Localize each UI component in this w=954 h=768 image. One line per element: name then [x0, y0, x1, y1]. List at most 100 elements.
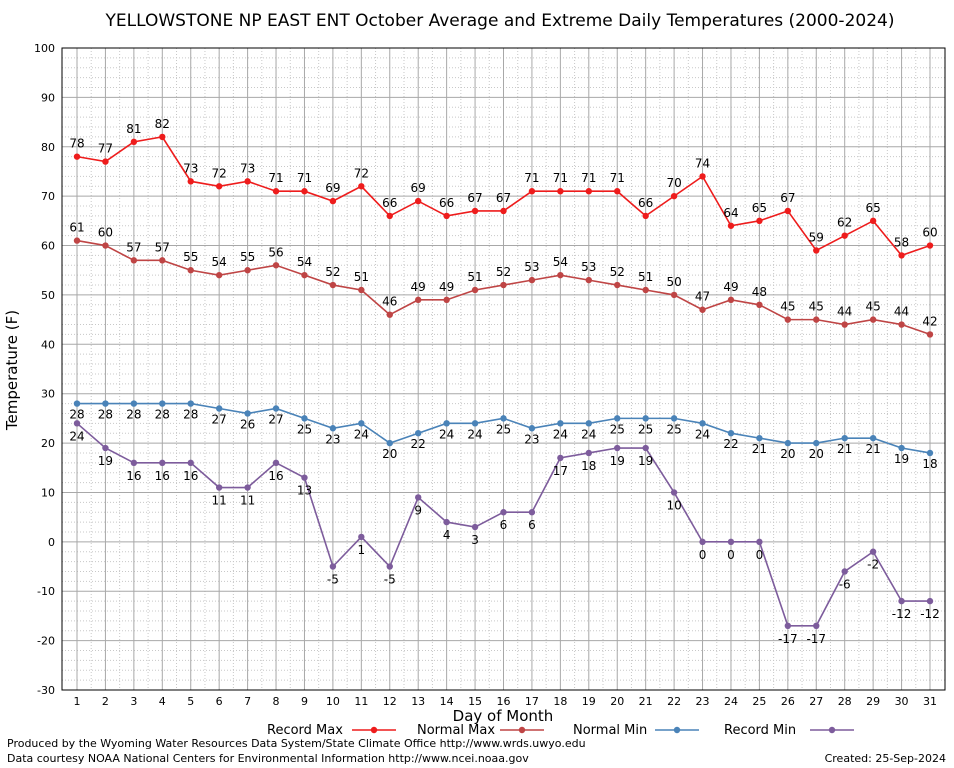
x-tick-label: 13 [411, 695, 425, 708]
data-label-normal-min: 20 [809, 447, 824, 461]
x-tick-label: 21 [639, 695, 653, 708]
point-normal-min [614, 415, 621, 422]
data-label-normal-min: 24 [467, 427, 482, 441]
data-label-record-min: 13 [297, 484, 312, 498]
data-label-normal-min: 21 [865, 442, 880, 456]
point-normal-min [784, 439, 792, 447]
legend: Record Max Normal Max Normal Min Record Min [267, 723, 854, 738]
data-label-record-min: 0 [699, 548, 707, 562]
point-record-min [159, 459, 166, 467]
x-tick-label: 15 [468, 695, 482, 708]
point-record-max [386, 212, 393, 220]
point-normal-max [415, 296, 422, 304]
data-label-normal-max: 57 [155, 240, 170, 254]
chart-title: YELLOWSTONE NP EAST ENT October Average … [105, 11, 895, 31]
point-record-max [272, 188, 280, 195]
point-normal-max [557, 271, 564, 279]
data-label-normal-max: 48 [752, 285, 767, 299]
point-normal-min [528, 425, 536, 432]
data-label-normal-min: 28 [69, 408, 84, 422]
data-label-normal-min: 26 [240, 417, 255, 431]
data-label-normal-max: 44 [837, 305, 852, 319]
x-tick-label: 23 [696, 695, 710, 708]
point-record-max [784, 207, 792, 215]
x-tick-label: 16 [497, 695, 511, 708]
point-normal-max [471, 286, 479, 294]
x-tick-label: 2 [102, 695, 109, 708]
data-label-normal-max: 54 [553, 255, 568, 269]
point-record-min [614, 444, 621, 452]
point-record-min [585, 449, 592, 457]
point-normal-max [841, 321, 848, 328]
point-normal-min [813, 439, 820, 447]
data-label-normal-min: 25 [610, 422, 625, 436]
x-tick-label: 14 [440, 695, 454, 708]
data-label-record-min: 0 [727, 548, 735, 562]
data-label-record-max: 67 [467, 191, 482, 205]
point-record-max [244, 178, 251, 185]
data-label-normal-min: 22 [411, 437, 426, 451]
x-tick-label: 9 [301, 695, 308, 708]
data-label-record-min: -6 [839, 577, 851, 591]
point-normal-max [272, 262, 280, 269]
data-label-record-min: 16 [126, 469, 141, 483]
data-label-record-min: -5 [384, 573, 396, 587]
data-label-record-min: 24 [69, 429, 84, 443]
point-record-max [102, 158, 109, 165]
point-normal-max [159, 257, 166, 264]
x-tick-label: 6 [216, 695, 223, 708]
data-label-normal-min: 24 [695, 427, 710, 441]
point-record-min [471, 523, 479, 531]
data-label-record-max: 66 [638, 196, 653, 210]
point-record-max [500, 207, 507, 215]
x-tick-label: 1 [74, 695, 81, 708]
point-record-min [841, 568, 848, 575]
point-normal-min [756, 434, 763, 442]
point-record-min [358, 533, 365, 541]
data-label-normal-max: 49 [411, 280, 426, 294]
legend-label-record-max: Record Max [267, 723, 343, 738]
data-label-normal-max: 51 [354, 270, 369, 284]
data-label-record-min: 16 [268, 469, 283, 483]
data-label-normal-max: 52 [496, 265, 511, 279]
data-label-record-max: 77 [98, 142, 113, 156]
x-tick-label: 31 [923, 695, 937, 708]
data-label-record-max: 72 [354, 166, 369, 180]
point-record-min [130, 459, 138, 467]
data-label-normal-min: 19 [894, 452, 909, 466]
data-label-normal-min: 20 [382, 447, 397, 461]
point-normal-min [471, 420, 479, 427]
data-label-record-max: 66 [382, 196, 397, 210]
data-label-record-max: 71 [581, 171, 596, 185]
data-label-normal-min: 28 [183, 408, 198, 422]
data-label-record-min: 16 [183, 469, 198, 483]
point-normal-min [670, 415, 678, 422]
point-normal-max [528, 276, 536, 284]
data-label-normal-max: 51 [467, 270, 482, 284]
data-label-record-min: 3 [471, 533, 479, 547]
data-label-normal-min: 25 [638, 422, 653, 436]
point-normal-max [642, 286, 649, 294]
point-record-max [727, 222, 735, 229]
x-tick-label: 20 [610, 695, 624, 708]
x-axis-label: Day of Month [453, 707, 554, 725]
x-tick-label: 22 [667, 695, 681, 708]
point-record-min [102, 444, 109, 452]
legend-marker-record-max [370, 726, 378, 734]
y-tick-label: 100 [34, 42, 55, 55]
point-record-max [926, 242, 934, 249]
data-label-record-max: 69 [325, 181, 340, 195]
data-label-normal-min: 21 [752, 442, 767, 456]
data-label-record-min: 6 [528, 518, 536, 532]
data-label-record-min: -17 [778, 632, 798, 646]
point-normal-max [73, 237, 81, 244]
data-label-normal-min: 28 [126, 408, 141, 422]
point-record-min [898, 597, 905, 605]
data-label-normal-max: 56 [268, 245, 283, 259]
credit-produced-by: Produced by the Wyoming Water Resources … [7, 737, 586, 750]
data-label-normal-max: 45 [865, 300, 880, 314]
data-label-normal-max: 50 [666, 275, 681, 289]
legend-label-normal-min: Normal Min [573, 723, 647, 738]
point-record-min [443, 518, 450, 526]
